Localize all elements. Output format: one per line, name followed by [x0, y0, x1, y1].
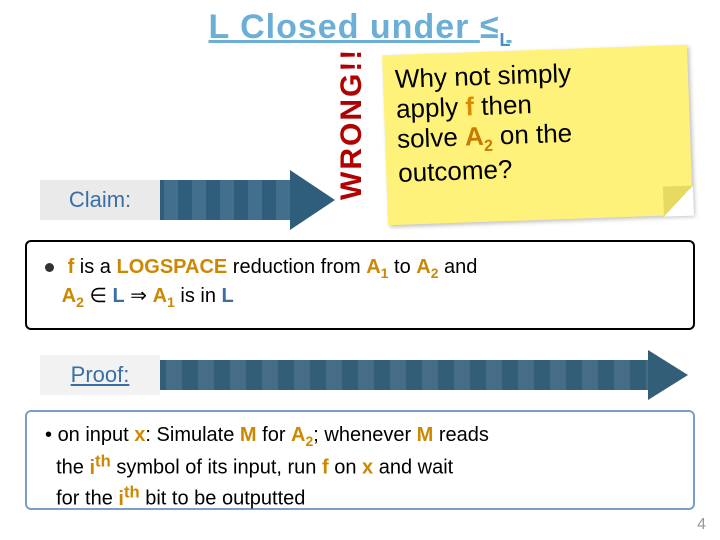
wrong-label: WRONG!!: [335, 48, 369, 200]
p5: reads: [433, 424, 489, 446]
arrow-shaft: [150, 180, 290, 220]
proof-label: Proof:: [40, 355, 160, 395]
claim-A2: A2: [416, 256, 438, 278]
p7: symbol of its input, run: [111, 457, 322, 479]
sticky-note: Why not simply apply f then solve A2 on …: [382, 45, 693, 226]
claim-t1: is a: [74, 256, 116, 278]
proof-x1: x: [134, 424, 145, 446]
p2: : Simulate: [145, 424, 239, 446]
claim-A1: A1: [366, 256, 388, 278]
proof-f: f: [322, 457, 329, 479]
proof-arrow-head-icon: [648, 350, 688, 400]
sticky-line2a: apply: [395, 91, 465, 123]
p10: for the: [56, 488, 118, 510]
sticky-fold: [663, 186, 694, 217]
proof-arrow-shaft: [150, 360, 650, 390]
claim-in: ∈: [84, 285, 113, 307]
claim-L2: L: [222, 285, 234, 307]
sticky-line2b: then: [473, 89, 532, 121]
sticky-line3a: solve: [397, 121, 466, 153]
claim-A2b: A2: [62, 285, 84, 307]
claim-t2: reduction from: [227, 256, 366, 278]
sticky-line4: outcome?: [398, 154, 513, 188]
sticky-line3b: on the: [492, 118, 573, 151]
claim-logspace: LOGSPACE: [116, 256, 227, 278]
claim-imp: ⇒: [125, 285, 153, 307]
arrow-head-icon: [290, 170, 335, 230]
claim-L1: L: [112, 285, 124, 307]
p8: on: [329, 457, 362, 479]
sticky-A2: A2: [464, 120, 493, 151]
proof-M2: M: [417, 424, 434, 446]
leq-symbol: ≤: [480, 8, 500, 47]
proof-x2: x: [362, 457, 373, 479]
claim-A1b: A1: [153, 285, 175, 307]
p3: for: [257, 424, 291, 446]
title-text: L Closed under: [209, 8, 480, 46]
p6: the: [56, 457, 89, 479]
proof-M1: M: [240, 424, 257, 446]
p4: ; whenever: [313, 424, 416, 446]
leq-sub: L: [499, 30, 511, 50]
claim-t5: is in: [175, 285, 222, 307]
page-number: 4: [697, 516, 706, 534]
claim-t4: and: [439, 256, 478, 278]
proof-ith1: ith: [89, 457, 110, 479]
claim-box: f is a LOGSPACE reduction from A1 to A2 …: [25, 240, 695, 330]
proof-box: • on input x: Simulate M for A2; wheneve…: [25, 410, 695, 510]
p1: on input: [58, 424, 135, 446]
claim-t3: to: [388, 256, 416, 278]
proof-ith2: ith: [118, 488, 139, 510]
claim-label: Claim:: [40, 180, 160, 220]
bullet-icon: [45, 263, 54, 272]
proof-A2: A2: [291, 424, 313, 446]
p11: bit to be outputted: [140, 488, 306, 510]
p9: and wait: [373, 457, 453, 479]
sticky-line1: Why not simply: [394, 58, 571, 94]
slide-title: L Closed under ≤L: [0, 0, 720, 51]
